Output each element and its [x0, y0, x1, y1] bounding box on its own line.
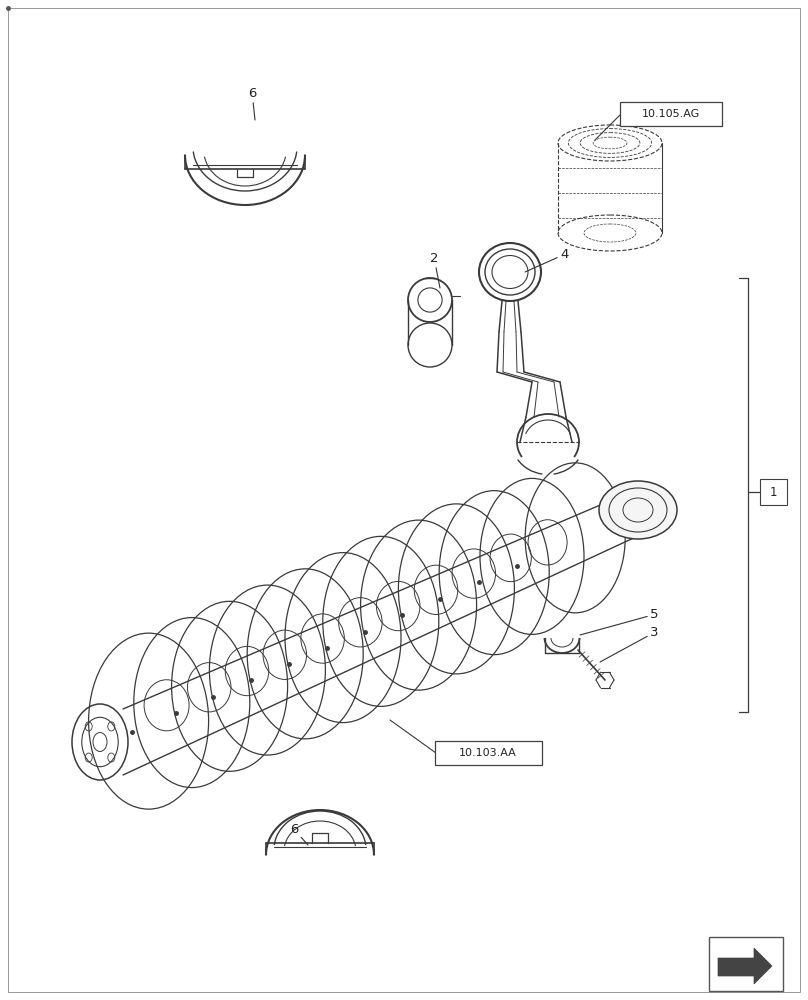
Text: 6: 6: [290, 823, 308, 845]
FancyBboxPatch shape: [709, 937, 783, 991]
Text: 10.105.AG: 10.105.AG: [642, 109, 700, 119]
Text: 4: 4: [525, 248, 568, 272]
Polygon shape: [718, 948, 772, 984]
Text: 10.103.AA: 10.103.AA: [459, 748, 517, 758]
Text: 2: 2: [430, 252, 440, 288]
Text: 5: 5: [580, 608, 659, 635]
FancyBboxPatch shape: [760, 479, 787, 505]
Ellipse shape: [599, 481, 677, 539]
Text: 1: 1: [769, 486, 776, 498]
Text: 3: 3: [600, 626, 659, 662]
FancyBboxPatch shape: [435, 741, 542, 765]
FancyBboxPatch shape: [620, 102, 722, 126]
Text: 6: 6: [248, 87, 256, 120]
